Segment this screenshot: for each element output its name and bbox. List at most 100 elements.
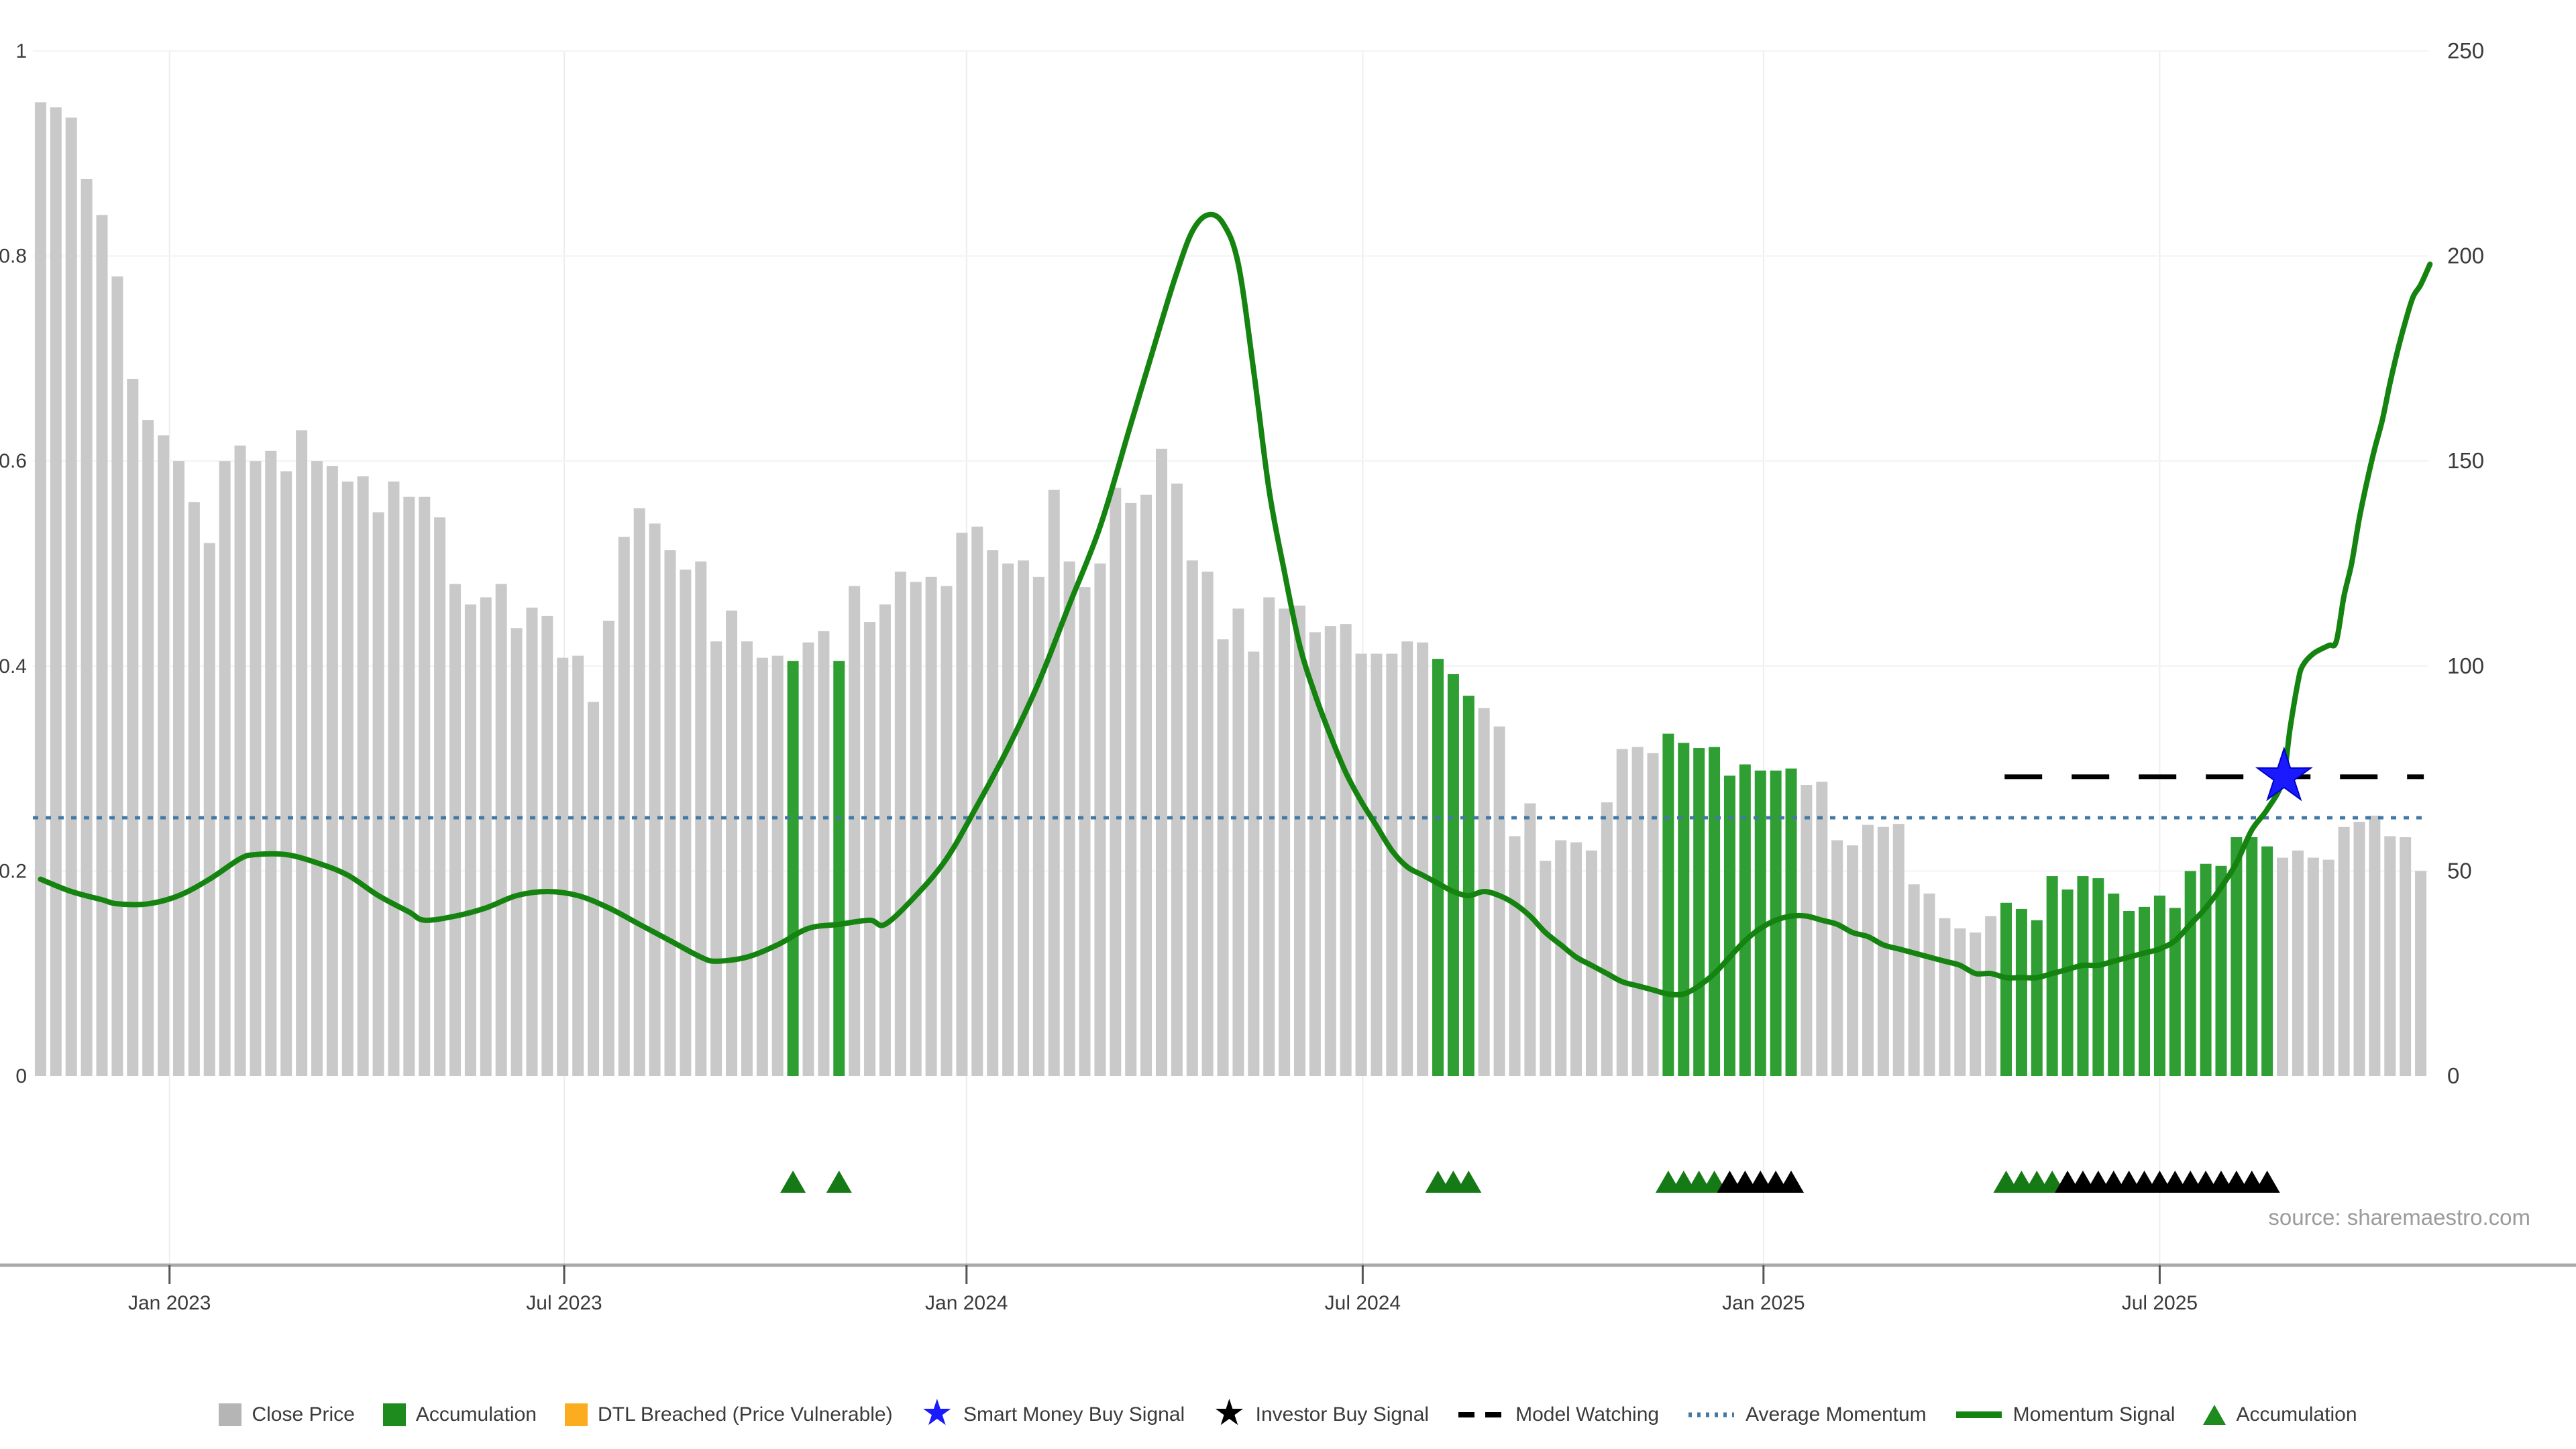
accumulation-bar: [2077, 876, 2089, 1076]
close-price-bar: [265, 450, 277, 1076]
close-price-bar: [280, 471, 292, 1076]
accumulation-bar: [833, 661, 845, 1076]
accumulation-bar: [2000, 902, 2012, 1076]
close-price-bar: [341, 481, 354, 1076]
legend-item-dtl-breached-price-vulnerable: DTL Breached (Price Vulnerable): [564, 1403, 893, 1426]
close-price-bar: [818, 631, 830, 1076]
close-price-bar: [326, 466, 338, 1076]
close-price-bar: [111, 276, 123, 1076]
close-price-bar: [864, 622, 876, 1076]
right-axis-tick-label: 50: [2447, 858, 2472, 883]
accumulation-bar: [2261, 846, 2273, 1076]
legend-label: Close Price: [252, 1403, 355, 1426]
close-price-bar: [1002, 564, 1014, 1076]
close-price-bar: [127, 378, 139, 1077]
close-price-bar: [1079, 587, 1091, 1076]
close-price-bar: [65, 117, 77, 1076]
close-price-bar: [2338, 826, 2350, 1076]
close-price-bar: [480, 597, 492, 1076]
close-price-bar: [1540, 861, 1552, 1076]
accumulation-bar: [1693, 748, 1705, 1076]
close-price-bar: [403, 496, 415, 1076]
accumulation-bar: [2092, 878, 2104, 1076]
close-price-bar: [1493, 726, 1505, 1076]
close-price-bar: [388, 481, 400, 1076]
legend-item-investor-buy-signal: ★ Investor Buy Signal: [1213, 1395, 1429, 1431]
close-price-bar: [2384, 836, 2396, 1076]
accumulation-bar: [2169, 908, 2181, 1076]
close-price-bar: [2292, 850, 2304, 1076]
close-price-bar: [1094, 564, 1106, 1076]
close-price-bar: [142, 420, 154, 1076]
accumulation-triangle: [826, 1171, 852, 1193]
accumulation-bar: [1770, 770, 1782, 1076]
close-price-bar: [1279, 608, 1291, 1076]
close-price-bar: [419, 496, 431, 1076]
close-price-bar: [203, 543, 215, 1076]
right-axis-tick-label: 250: [2447, 38, 2484, 63]
close-price-bar: [1186, 560, 1198, 1076]
close-price-bar: [1908, 884, 1920, 1076]
x-axis-tick-label: Jan 2025: [1722, 1292, 1805, 1314]
close-price-bar: [1217, 639, 1229, 1076]
accumulation-bar: [2061, 889, 2074, 1076]
close-price-bar: [1110, 487, 1122, 1076]
close-price-bar: [526, 607, 538, 1076]
legend-label: Smart Money Buy Signal: [963, 1403, 1185, 1426]
accumulation-bar: [2231, 837, 2243, 1076]
x-axis-tick-label: Jul 2023: [526, 1292, 602, 1314]
accumulation-bar: [1462, 696, 1474, 1076]
left-axis-tick-label: 0.4: [0, 655, 27, 678]
legend-item-accumulation: Accumulation: [382, 1403, 537, 1426]
legend-item-model-watching: Model Watching: [1457, 1403, 1659, 1426]
close-price-bar: [449, 584, 462, 1076]
close-price-bar: [1954, 928, 1966, 1076]
left-axis-tick-label: 0.2: [0, 860, 27, 882]
close-price-bar: [726, 610, 738, 1076]
accumulation-bar: [2200, 863, 2212, 1076]
close-price-bar: [1048, 489, 1060, 1076]
close-price-bar: [680, 570, 692, 1076]
close-price-bar: [710, 641, 722, 1076]
close-price-bar: [1294, 605, 1306, 1076]
investor-triangle: [2254, 1171, 2280, 1193]
close-price-bar: [172, 461, 184, 1076]
close-price-bar: [234, 445, 246, 1076]
accumulation-bar: [1662, 733, 1674, 1076]
close-price-bar: [2322, 859, 2334, 1076]
average-momentum-dots-icon: [1688, 1412, 1735, 1417]
close-price-bar: [1985, 916, 1997, 1076]
legend-label: Accumulation: [415, 1403, 537, 1426]
legend-item-close-price: Close Price: [219, 1403, 355, 1426]
left-axis-tick-label: 0.6: [0, 450, 27, 472]
close-price-bar: [1263, 597, 1275, 1076]
smart-money-buy-signal-star: [2255, 746, 2313, 802]
close-price-bar: [80, 179, 93, 1076]
close-price-bar: [557, 657, 569, 1076]
right-axis-tick-label: 200: [2447, 244, 2484, 268]
momentum-signal-line-icon: [1955, 1411, 2002, 1418]
close-price-bar: [2353, 822, 2365, 1076]
close-price-bar: [1631, 747, 1644, 1076]
close-price-bar: [34, 102, 46, 1076]
close-price-bar: [956, 533, 968, 1076]
close-price-bar: [1171, 483, 1183, 1076]
close-price-bar: [357, 476, 369, 1076]
close-price-bar: [618, 537, 630, 1076]
close-price-bar: [602, 621, 614, 1076]
right-axis-tick-label: 150: [2447, 448, 2484, 473]
accumulation-bar: [2184, 871, 2196, 1076]
accumulation-bar: [1678, 743, 1690, 1076]
close-price-bar: [296, 430, 308, 1076]
close-price-bar: [771, 655, 784, 1076]
close-price-bar: [894, 572, 906, 1076]
accumulation-bar: [1447, 674, 1459, 1076]
close-price-bar: [588, 702, 600, 1076]
close-price-bar: [572, 655, 584, 1076]
legend-label: DTL Breached (Price Vulnerable): [597, 1403, 893, 1426]
close-price-bar: [541, 615, 553, 1076]
close-price-bar: [434, 517, 446, 1076]
accumulation-bar: [2108, 894, 2120, 1076]
legend-label: Average Momentum: [1746, 1403, 1927, 1426]
